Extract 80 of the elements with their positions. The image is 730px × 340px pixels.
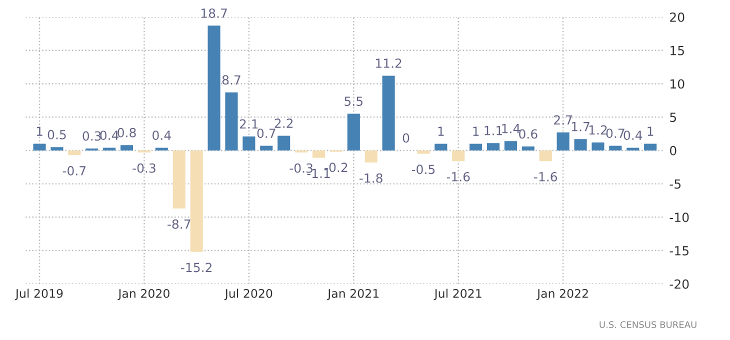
y-tick-label: -10	[670, 212, 689, 222]
y-tick-label: -20	[670, 279, 689, 289]
data-label: 0.4	[624, 130, 642, 140]
bar	[260, 146, 273, 150]
data-label: 0	[402, 133, 410, 143]
data-label: 1.7	[572, 122, 590, 132]
data-label: 0.7	[257, 128, 276, 138]
bar	[242, 136, 256, 150]
data-label: 8.7	[222, 75, 240, 85]
bar	[592, 142, 604, 150]
data-label: 2.7	[554, 115, 572, 124]
bar	[574, 139, 587, 150]
data-label: -0.7	[62, 166, 86, 176]
y-tick-label: 10	[670, 79, 684, 89]
data-label: 2.2	[274, 118, 293, 128]
bar	[33, 144, 46, 150]
y-tick-label: 5	[670, 112, 676, 122]
y-tick-label: 0	[670, 146, 676, 156]
data-label: 0.7	[606, 128, 624, 138]
data-label: 0.4	[100, 130, 119, 140]
bar	[486, 143, 500, 150]
data-label: -1.6	[446, 172, 470, 182]
data-label: 1	[438, 126, 444, 136]
data-label: 0.4	[152, 130, 171, 140]
bar	[172, 150, 186, 208]
bar	[626, 148, 640, 150]
x-tick-label: Jul 2019	[14, 288, 63, 300]
y-tick-label: -15	[670, 246, 688, 256]
bar	[556, 132, 570, 150]
bar	[434, 144, 448, 150]
data-label: 1	[36, 126, 42, 136]
data-label: 2.1	[240, 119, 258, 128]
data-label: 0.5	[48, 130, 66, 140]
bar	[644, 144, 657, 150]
bar	[103, 148, 116, 150]
bar	[68, 150, 81, 156]
x-tick-label: Jan 2021	[327, 288, 379, 300]
data-label: 0.3	[82, 131, 101, 141]
bar	[539, 150, 552, 162]
data-label: 1.2	[589, 125, 607, 135]
data-label: 11.2	[376, 58, 402, 68]
bar	[452, 150, 465, 162]
y-tick-label: -5	[670, 179, 681, 189]
data-label: -0.3	[132, 163, 156, 173]
y-tick-label: 15	[670, 46, 684, 56]
text: U.S. CENSUS BUREAU	[600, 321, 696, 328]
bar	[120, 145, 134, 150]
bar	[382, 76, 395, 150]
data-label: 1	[473, 126, 479, 136]
bar	[208, 26, 220, 150]
x-tick-label: Jul 2020	[224, 288, 272, 300]
data-label: -0.5	[412, 164, 435, 174]
data-label: 18.7	[201, 8, 227, 18]
bar	[417, 150, 430, 154]
data-label: -8.7	[168, 219, 190, 229]
data-label: 0.8	[118, 128, 136, 138]
data-label: 1	[648, 126, 654, 136]
bar	[155, 148, 168, 150]
bar	[347, 114, 360, 150]
x-tick-label: Jan 2020	[118, 288, 170, 300]
bar	[312, 150, 326, 158]
y-tick-label: 20	[670, 12, 684, 22]
x-tick-label: Jan 2022	[536, 288, 588, 300]
bar	[522, 146, 534, 150]
data-label: 5.5	[344, 96, 362, 106]
bar	[50, 147, 64, 150]
bar	[504, 141, 518, 150]
data-label: -15.2	[181, 262, 212, 272]
bar	[470, 144, 482, 150]
x-tick-label: Jul 2021	[434, 288, 482, 300]
data-label: 0.6	[519, 129, 538, 139]
bar	[278, 136, 290, 150]
data-label: -1.6	[534, 172, 558, 182]
bar	[609, 146, 622, 150]
data-label: 1.1	[484, 126, 502, 136]
bar	[190, 150, 203, 252]
data-label: 1.4	[502, 124, 520, 134]
data-label: -1.8	[360, 173, 382, 183]
bar	[364, 150, 378, 162]
bar	[225, 92, 238, 150]
